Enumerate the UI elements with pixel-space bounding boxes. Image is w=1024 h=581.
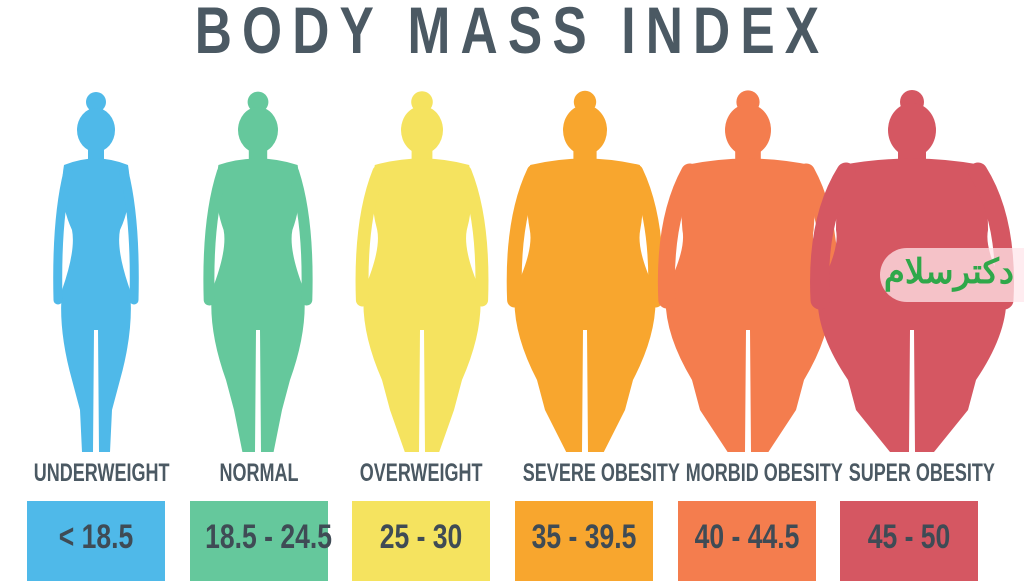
silhouette-overweight [355, 91, 489, 452]
range-box-super-obesity: 45 - 50 [840, 501, 978, 581]
range-box-overweight: 25 - 30 [352, 501, 490, 581]
category-label-overweight: OVERWEIGHT [359, 459, 483, 487]
range-value: 45 - 50 [867, 518, 951, 556]
range-value: < 18.5 [58, 518, 134, 556]
range-value: 40 - 44.5 [694, 518, 800, 556]
silhouette-underweight [53, 92, 139, 452]
silhouette-severe-obesity [506, 90, 664, 452]
range-box-underweight: < 18.5 [27, 501, 165, 581]
range-box-normal: 18.5 - 24.5 [190, 501, 332, 581]
range-value: 18.5 - 24.5 [205, 518, 332, 556]
range-box-severe-obesity: 35 - 39.5 [515, 501, 653, 581]
category-label-super-obesity: SUPER OBESITY [848, 459, 995, 487]
watermark-logo: دکترسلام [880, 248, 1024, 302]
category-label-severe-obesity: SEVERE OBESITY [522, 459, 680, 487]
watermark-text: دکترسلام [883, 253, 1014, 291]
category-label-normal: NORMAL [219, 459, 299, 487]
range-value: 35 - 39.5 [531, 518, 637, 556]
category-label-morbid-obesity: MORBID OBESITY [685, 459, 843, 487]
category-label-underweight: UNDERWEIGHT [33, 459, 170, 487]
page-title: BODY MASS INDEX [194, 0, 830, 67]
range-value: 25 - 30 [379, 518, 463, 556]
silhouette-normal [203, 91, 313, 452]
silhouette-morbid-obesity [657, 90, 839, 452]
range-box-morbid-obesity: 40 - 44.5 [678, 501, 816, 581]
